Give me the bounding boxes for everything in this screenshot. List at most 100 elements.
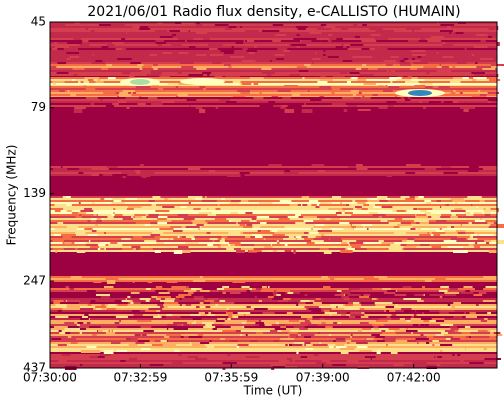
texture-stripe [120,250,135,252]
texture-stripe [103,92,116,95]
texture-stripe [141,216,146,218]
texture-stripe [97,168,109,171]
texture-stripe [54,42,57,45]
texture-stripe [457,228,472,230]
texture-stripe [316,28,332,30]
texture-row [50,240,497,242]
texture-stripe [261,230,270,232]
texture-stripe [68,36,74,38]
texture-stripe [363,226,365,229]
texture-stripe [178,38,194,40]
texture-stripe [342,60,353,62]
texture-stripe [284,109,295,113]
texture-stripe [283,172,296,174]
texture-stripe [277,48,288,50]
texture-stripe [211,360,226,363]
texture-stripe [70,276,82,278]
texture-stripe [95,81,104,84]
texture-stripe [270,244,272,247]
texture-stripe [54,210,61,212]
texture-stripe [201,198,213,201]
texture-stripe [271,230,275,233]
texture-stripe [207,214,217,217]
texture-stripe [79,326,90,329]
texture-stripe [348,288,364,291]
texture-stripe [234,330,241,332]
texture-stripe [317,308,332,310]
texture-stripe [156,240,169,243]
texture-stripe [242,48,248,51]
texture-stripe [419,318,432,320]
texture-stripe [306,220,309,222]
texture-stripe [251,218,257,220]
texture-stripe [474,288,484,291]
texture-stripe [122,214,135,216]
texture-stripe [288,332,298,335]
texture-stripe [192,344,205,347]
texture-stripe [488,101,491,103]
texture-stripe [439,296,443,299]
texture-stripe [394,40,408,42]
texture-stripe [149,34,152,36]
texture-stripe [314,38,324,41]
texture-stripe [307,236,316,238]
texture-stripe [154,250,161,253]
texture-stripe [152,196,161,199]
texture-stripe [121,248,134,251]
texture-stripe [271,198,287,201]
texture-stripe [55,250,57,253]
texture-stripe [399,208,414,210]
texture-stripe [450,288,458,291]
texture-stripe [228,232,241,235]
texture-stripe [350,44,364,46]
texture-stripe [233,228,247,230]
texture-stripe [193,208,201,211]
texture-stripe [273,250,277,252]
texture-stripe [219,38,228,40]
texture-stripe [217,204,220,206]
texture-stripe [110,342,121,345]
texture-stripe [355,164,363,166]
texture-stripe [277,300,289,303]
texture-stripe [140,348,151,350]
texture-stripe [183,290,197,293]
texture-stripe [229,30,238,33]
texture-stripe [75,314,83,317]
texture-stripe [64,322,75,324]
texture-stripe [166,334,182,337]
texture-stripe [331,103,346,105]
texture-stripe [365,338,367,340]
texture-stripe [85,244,98,246]
texture-stripe [52,83,57,85]
texture-row [50,286,497,288]
texture-stripe [489,332,501,334]
texture-row [50,90,497,92]
texture-stripe [281,310,287,313]
texture-stripe [272,50,284,53]
texture-stripe [347,105,357,108]
texture-stripe [439,310,452,312]
texture-stripe [462,77,469,79]
texture-stripe [140,334,143,337]
texture-stripe [75,246,91,248]
texture-stripe [351,226,356,229]
texture-stripe [420,334,424,336]
texture-stripe [98,244,106,246]
texture-stripe [104,232,106,235]
texture-stripe [295,214,301,216]
texture-stripe [388,86,400,89]
texture-stripe [452,66,456,68]
texture-stripe [283,230,292,233]
texture-stripe [272,298,283,301]
texture-stripe [390,81,394,84]
texture-row [50,202,497,204]
texture-row [50,338,497,340]
texture-stripe [469,312,476,314]
texture-stripe [171,206,179,208]
texture-stripe [296,350,299,354]
texture-stripe [433,364,441,367]
texture-stripe [274,22,282,24]
texture-stripe [300,316,313,318]
texture-stripe [157,88,164,91]
